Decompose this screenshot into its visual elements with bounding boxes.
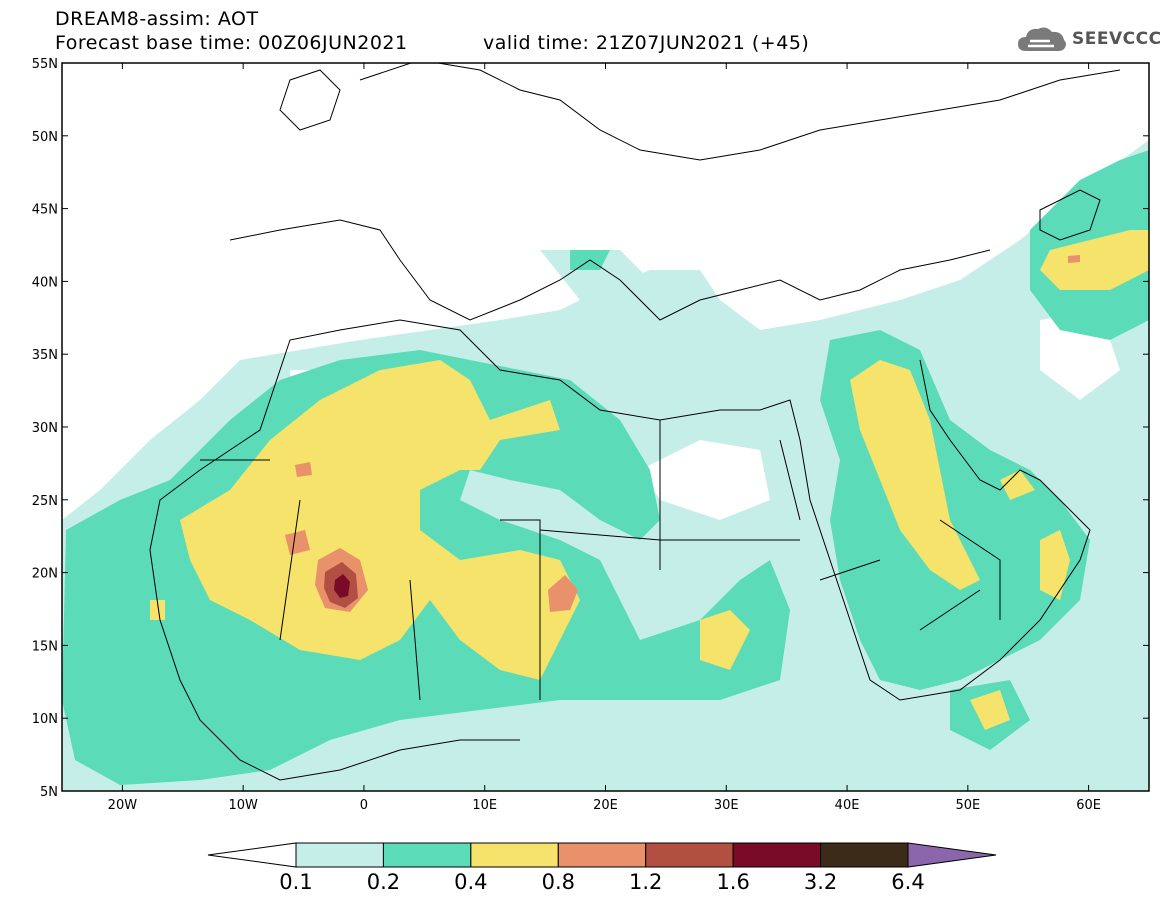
aot-band-0.4 [1040, 530, 1070, 600]
lon-label: 50E [955, 798, 980, 813]
colorbar-segment [557, 842, 647, 868]
colorbar-level-label: 0.8 [542, 870, 575, 894]
lat-label: 10N [32, 712, 58, 727]
aot-band-0.4 [700, 610, 750, 670]
latitude-axis: 55N 50N 45N 40N 35N 30N 25N 20N 15N 10N 5N [32, 57, 1149, 800]
colorbar-low-triangle [207, 842, 297, 868]
colorbar-segment [645, 842, 734, 868]
lat-label: 30N [32, 421, 58, 436]
colorbar-segment [470, 842, 559, 868]
lon-label: 30E [714, 798, 739, 813]
aot-band-0.1 [640, 440, 770, 520]
colorbar-level-label: 0.4 [454, 870, 487, 894]
lat-label: 15N [32, 639, 58, 654]
aot-band-0.8 [1068, 255, 1080, 263]
colorbar-level-label: 0.2 [367, 870, 400, 894]
aot-band-0.8 [285, 530, 310, 555]
lon-label: 10W [228, 798, 258, 813]
colorbar-segment [295, 842, 384, 868]
aot-band-0.4 [1040, 230, 1149, 290]
lat-label: 45N [32, 203, 58, 218]
lat-label: 20N [32, 567, 58, 582]
aot-band-1.6 [334, 574, 350, 598]
colorbar: 0.1 0.2 0.4 0.8 1.2 1.6 3.2 6.4 [207, 842, 997, 894]
colorbar-level-label: 3.2 [804, 870, 837, 894]
colorbar-segment [820, 842, 909, 868]
aot-band-0.4 [850, 360, 980, 590]
lon-label: 40E [835, 798, 860, 813]
aot-band-0.8 [295, 462, 312, 477]
aot-band-0.4 [1000, 470, 1035, 500]
lon-label: 20E [593, 798, 618, 813]
aot-band-0.4 [180, 360, 580, 680]
aot-band-0.8 [548, 575, 578, 612]
colorbar-level-label: 6.4 [891, 870, 924, 894]
lon-label: 60E [1076, 798, 1101, 813]
logo-text: SEEVCCC [1072, 29, 1162, 49]
lon-label: 20W [108, 798, 138, 813]
longitude-axis: 20W 10W 0 10E 20E 30E 40E 50E 60E [108, 63, 1101, 813]
map-title: DREAM8-assim: AOT [55, 8, 259, 30]
colorbar-segment [732, 842, 822, 868]
lat-label: 40N [32, 275, 58, 290]
aot-band-0.4 [150, 600, 165, 620]
lat-label: 50N [32, 130, 58, 145]
seevccc-logo: SEEVCCC [1016, 22, 1162, 56]
aot-band-0.4 [970, 690, 1010, 730]
cloud-icon [1018, 27, 1066, 51]
lon-label: 10E [472, 798, 497, 813]
colorbar-level-label: 0.1 [279, 870, 312, 894]
colorbar-segment [382, 842, 472, 868]
colorbar-high-triangle [907, 842, 997, 868]
coastlines [149, 63, 1121, 781]
lat-label: 5N [40, 785, 58, 800]
aot-contours [62, 140, 1149, 791]
valid-time: valid time: 21Z07JUN2021 (+45) [483, 32, 810, 54]
forecast-base-time: Forecast base time: 00Z06JUN2021 [55, 32, 408, 54]
lat-label: 55N [32, 57, 58, 72]
colorbar-level-label: 1.2 [629, 870, 662, 894]
lat-label: 25N [32, 494, 58, 509]
colorbar-level-label: 1.6 [716, 870, 749, 894]
lat-label: 35N [32, 348, 58, 363]
lon-label: 0 [360, 798, 368, 813]
